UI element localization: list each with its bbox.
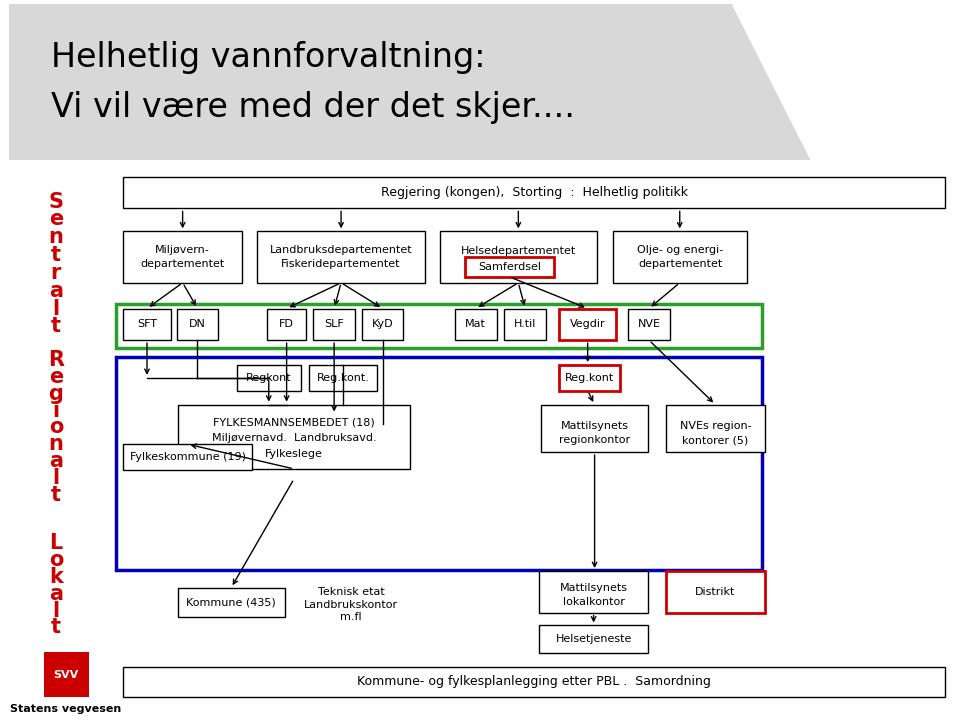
Bar (504, 308, 546, 340)
Text: R: R (48, 350, 64, 370)
Text: Reg.kont: Reg.kont (565, 373, 614, 383)
Text: r: r (51, 263, 61, 283)
Text: n: n (48, 434, 63, 454)
Text: KyD: KyD (372, 320, 394, 329)
Text: departementet: departementet (638, 259, 722, 269)
Text: SLF: SLF (324, 320, 344, 329)
Text: Regkont: Regkont (246, 373, 292, 383)
Text: a: a (49, 281, 62, 301)
Bar (123, 231, 242, 283)
Text: Miljøvern-: Miljøvern- (156, 245, 210, 255)
Text: k: k (49, 567, 62, 587)
Text: e: e (49, 366, 63, 387)
Bar (123, 667, 946, 697)
Text: l: l (52, 299, 60, 318)
Bar (540, 571, 648, 613)
Text: Helsetjeneste: Helsetjeneste (556, 634, 632, 644)
Text: Teknisk etat: Teknisk etat (318, 587, 384, 597)
Text: Fiskeridepartementet: Fiskeridepartementet (281, 259, 401, 269)
Bar (455, 308, 496, 340)
Bar (257, 231, 425, 283)
Text: NVE: NVE (637, 320, 660, 329)
Text: FYLKESMANNSEMBEDET (18): FYLKESMANNSEMBEDET (18) (213, 418, 375, 428)
Text: o: o (49, 418, 63, 437)
Text: FD: FD (279, 320, 294, 329)
Bar (178, 588, 284, 618)
Bar (116, 357, 762, 570)
Text: t: t (51, 245, 60, 265)
Text: departementet: departementet (140, 259, 225, 269)
Text: Statens vegvesen: Statens vegvesen (11, 703, 121, 714)
Text: Vi vil være med der det skjer....: Vi vil være med der det skjer.... (51, 91, 575, 124)
Text: Reg.kont.: Reg.kont. (317, 373, 370, 383)
Text: Kommune- og fylkesplanlegging etter PBL .  Samordning: Kommune- og fylkesplanlegging etter PBL … (357, 675, 711, 688)
Bar (123, 177, 946, 209)
Text: n: n (48, 228, 63, 247)
Text: Mat: Mat (466, 320, 486, 329)
Text: Mattilsynets: Mattilsynets (560, 582, 628, 593)
Text: o: o (49, 550, 63, 570)
Text: S: S (48, 192, 63, 212)
Text: kontorer (5): kontorer (5) (683, 435, 749, 445)
Text: Helhetlig vannforvaltning:: Helhetlig vannforvaltning: (51, 42, 486, 74)
Text: Fylkeskommune (19): Fylkeskommune (19) (130, 452, 246, 462)
Text: Distrikt: Distrikt (695, 587, 735, 597)
Text: t: t (51, 485, 60, 505)
Bar (123, 308, 171, 340)
Text: lokalkontor: lokalkontor (563, 597, 625, 607)
Text: Miljøvernavd.  Landbruksavd.: Miljøvernavd. Landbruksavd. (212, 433, 376, 444)
Bar (44, 652, 88, 697)
Bar (10, 4, 960, 160)
Text: Samferdsel: Samferdsel (478, 262, 540, 272)
Bar (559, 365, 620, 391)
Bar (116, 304, 762, 348)
Text: a: a (49, 584, 62, 603)
Text: m.fl: m.fl (340, 613, 362, 623)
Text: Kommune (435): Kommune (435) (186, 598, 276, 608)
Bar (613, 231, 747, 283)
Text: t: t (51, 617, 60, 637)
Bar (177, 308, 218, 340)
Bar (362, 308, 403, 340)
Text: Mattilsynets: Mattilsynets (561, 421, 629, 431)
Text: SVV: SVV (53, 670, 79, 680)
Text: H.til: H.til (515, 320, 537, 329)
Bar (267, 308, 306, 340)
Bar (309, 365, 376, 391)
Text: l: l (52, 468, 60, 488)
Text: Regjering (kongen),  Storting  :  Helhetlig politikk: Regjering (kongen), Storting : Helhetlig… (381, 186, 687, 199)
Text: g: g (48, 384, 63, 404)
Bar (628, 308, 670, 340)
Text: DN: DN (189, 320, 206, 329)
Bar (313, 308, 355, 340)
Text: NVEs region-: NVEs region- (680, 421, 752, 431)
Bar (123, 444, 252, 470)
Text: a: a (49, 451, 62, 471)
Text: SFT: SFT (137, 320, 157, 329)
Text: Olje- og energi-: Olje- og energi- (637, 245, 724, 255)
Text: l: l (52, 600, 60, 621)
Text: e: e (49, 210, 63, 230)
Bar (666, 571, 765, 613)
Text: Landbruksdepartementet: Landbruksdepartementet (270, 245, 413, 255)
Text: regionkontor: regionkontor (559, 435, 630, 445)
Text: L: L (49, 534, 62, 553)
Bar (540, 626, 648, 653)
Text: Helsedepartementet: Helsedepartementet (461, 246, 576, 256)
Text: t: t (51, 316, 60, 336)
Bar (440, 231, 596, 283)
Bar (237, 365, 301, 391)
Text: Landbrukskontor: Landbrukskontor (304, 600, 398, 610)
Text: i: i (52, 400, 60, 420)
Text: Fylkeslege: Fylkeslege (265, 449, 323, 459)
Bar (559, 308, 616, 340)
Bar (465, 257, 554, 276)
Text: Vegdir: Vegdir (570, 320, 606, 329)
Bar (178, 405, 410, 469)
Bar (541, 405, 648, 452)
Polygon shape (732, 4, 960, 160)
Bar (666, 405, 765, 452)
